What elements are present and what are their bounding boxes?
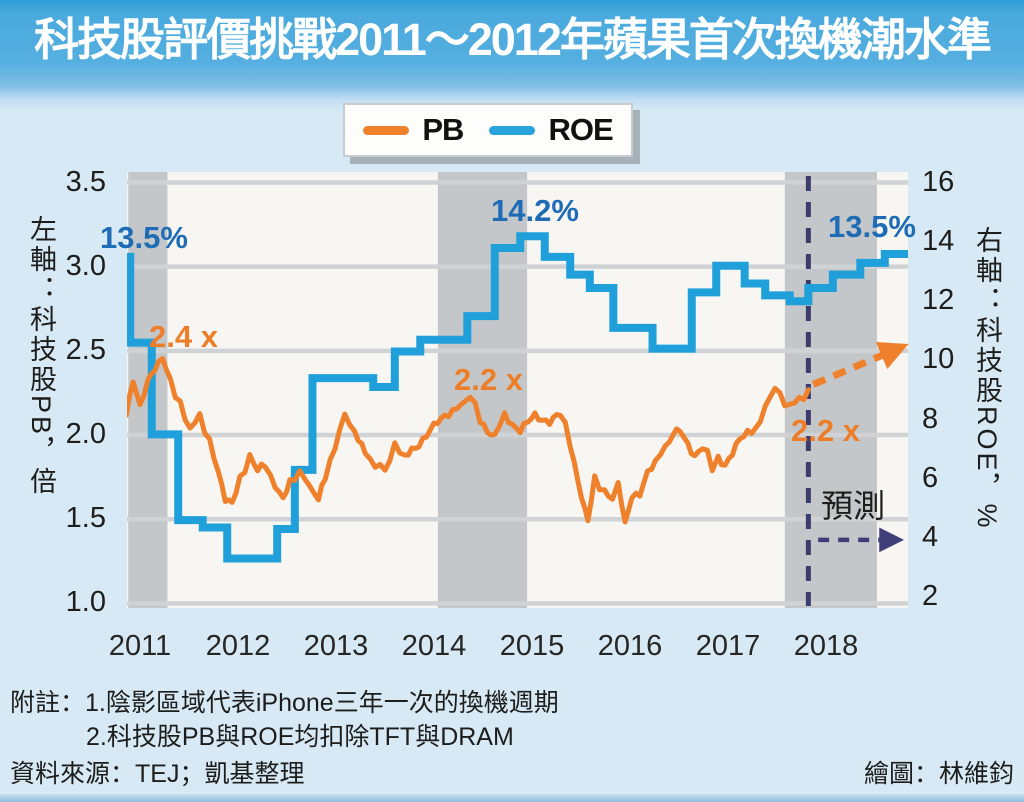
- legend-item-roe: ROE: [489, 112, 614, 148]
- annotation-pb-2011: 2.4 x: [149, 319, 218, 354]
- annotation-roe-peak: 14.2%: [491, 193, 579, 228]
- left-axis-tick-3.5: 3.5: [65, 165, 106, 198]
- roe-line-swatch-icon: [489, 125, 536, 135]
- x-axis-tick-2016: 2016: [597, 630, 663, 662]
- source-text: 資料來源：TEJ；凱基整理: [10, 760, 305, 788]
- right-axis-tick-10: 10: [922, 343, 955, 376]
- left-axis-tick-1.0: 1.0: [65, 586, 106, 619]
- x-axis-tick-2011: 2011: [108, 630, 172, 662]
- right-axis-tick-2: 2: [922, 580, 939, 612]
- left-axis-tick-2.5: 2.5: [65, 333, 106, 366]
- footnote-line-1: 附註：1.陰影區域代表iPhone三年一次的換機週期: [10, 689, 559, 717]
- x-axis-tick-2018: 2018: [793, 630, 859, 662]
- footnotes: 附註：1.陰影區域代表iPhone三年一次的換機週期 2.科技股PB與ROE均扣…: [10, 686, 1014, 791]
- right-axis-tick-6: 6: [922, 461, 939, 494]
- x-axis-tick-2013: 2013: [303, 630, 369, 662]
- right-axis-caption: 右軸：科技股ROE，%: [972, 226, 1002, 531]
- bottom-accent-strip: [0, 794, 1024, 802]
- page-title: 科技股評價挑戰2011～2012年蘋果首次換機潮水準: [34, 14, 992, 65]
- legend-label-pb: PB: [422, 112, 464, 147]
- annotation-roe-2018: 13.5%: [828, 209, 916, 244]
- legend-item-pb: PB: [363, 112, 464, 148]
- annotation-roe-2011: 13.5%: [100, 220, 188, 255]
- right-axis-tick-12: 12: [922, 284, 955, 317]
- annotation-forecast-label: 預測: [821, 488, 886, 524]
- left-axis-tick-2.0: 2.0: [65, 418, 106, 451]
- right-axis-tick-14: 14: [922, 225, 955, 258]
- pb-line-swatch-icon: [363, 125, 410, 135]
- left-axis-caption: 左軸：科技股PB，倍: [26, 215, 56, 498]
- title-banner: 科技股評價挑戰2011～2012年蘋果首次換機潮水準: [0, 0, 1024, 112]
- right-axis-tick-4: 4: [922, 520, 939, 553]
- right-axis-tick-8: 8: [922, 402, 939, 435]
- annotation-pb-2014: 2.2 x: [454, 362, 523, 397]
- legend-label-roe: ROE: [548, 112, 613, 147]
- annotation-pb-2018: 2.2 x: [791, 413, 860, 448]
- footnote-line-2: 2.科技股PB與ROE均扣除TFT與DRAM: [86, 723, 514, 751]
- credit-text: 繪圖：林維鈞: [863, 760, 1014, 788]
- left-axis-tick-1.5: 1.5: [65, 502, 106, 535]
- x-axis-tick-2012: 2012: [205, 630, 271, 662]
- x-axis-tick-2014: 2014: [401, 630, 467, 662]
- right-axis-tick-16: 16: [922, 166, 955, 198]
- x-axis-tick-2017: 2017: [695, 630, 761, 662]
- left-axis-tick-3.0: 3.0: [65, 249, 106, 282]
- chart-legend: PB ROE: [343, 103, 633, 157]
- x-axis-tick-2015: 2015: [499, 630, 565, 662]
